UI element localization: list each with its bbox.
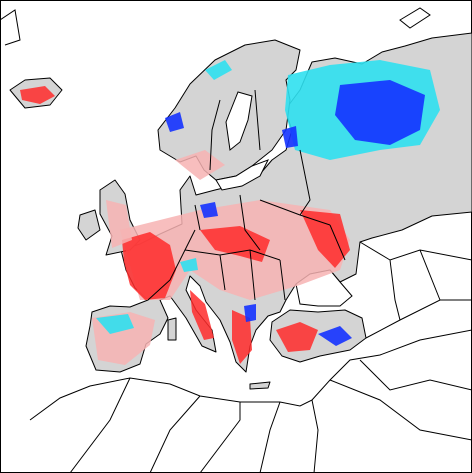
borders <box>0 7 472 473</box>
red-area <box>190 290 214 340</box>
red-area <box>276 322 318 352</box>
blue-area <box>282 126 298 148</box>
blue-area <box>165 112 184 132</box>
arctic-islands <box>0 7 431 46</box>
gulf-of-bothnia <box>225 91 253 151</box>
red-area <box>20 86 55 104</box>
blue-area <box>200 202 218 218</box>
crete <box>249 381 271 390</box>
africa-borders <box>69 377 281 473</box>
blue-area <box>244 304 256 322</box>
blue-area <box>318 326 352 346</box>
anomalies <box>20 60 440 365</box>
pink-area <box>106 200 132 248</box>
pink-area <box>175 150 225 180</box>
middle-east-borders <box>311 299 472 441</box>
red-area <box>200 226 270 262</box>
north-africa-coast <box>29 377 319 473</box>
sardinia <box>167 317 177 341</box>
cyan-area <box>180 258 198 272</box>
cyan-area <box>96 314 134 334</box>
blue-area <box>335 80 425 145</box>
red-area <box>232 310 252 364</box>
red-area <box>122 232 176 300</box>
ireland <box>77 209 101 241</box>
central-asia-borders <box>359 241 472 321</box>
cyan-area <box>205 60 232 80</box>
red-area <box>300 210 350 268</box>
country-borders <box>147 89 346 301</box>
baltic-sea <box>215 159 270 191</box>
